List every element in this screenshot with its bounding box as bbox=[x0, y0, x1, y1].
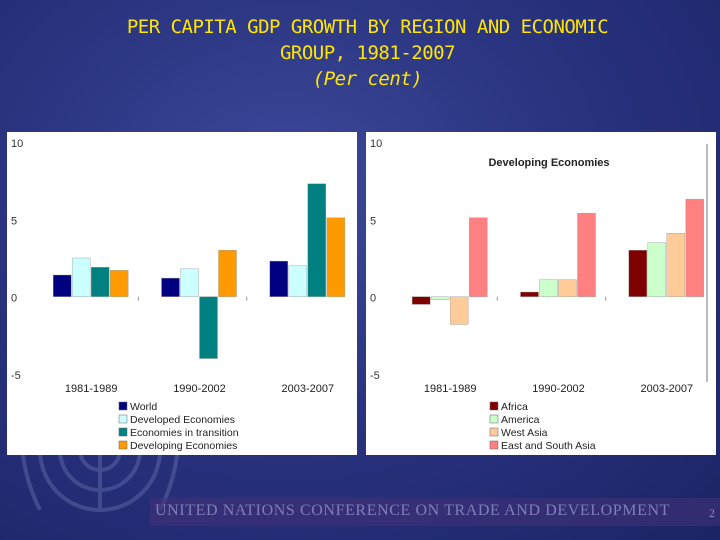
bar-west-asia-0 bbox=[449, 296, 469, 325]
legend-swatch bbox=[118, 414, 128, 424]
legend-swatch bbox=[118, 440, 128, 450]
bar-world-0 bbox=[52, 274, 72, 297]
bar-west-asia-1 bbox=[558, 279, 577, 297]
footer-text: UNITED NATIONS CONFERENCE ON TRADE AND D… bbox=[155, 502, 671, 519]
chart-panel-world: 10 5 0 -5 1981-1989 1990-2002 2003-2007 World De… bbox=[7, 132, 357, 455]
chart-panel-developing: 10 5 0 -5 Developing Economies 1981-1989 1990-… bbox=[366, 132, 716, 455]
footer-band bbox=[150, 498, 720, 526]
bar-east-and-south-asia-1 bbox=[577, 212, 596, 297]
legend-label: World bbox=[130, 401, 157, 413]
bar-africa-2 bbox=[628, 250, 648, 297]
bar-east-and-south-asia-0 bbox=[468, 217, 488, 297]
title-line-1: PER CAPITA GDP GROWTH BY REGION AND ECON… bbox=[126, 16, 609, 38]
x-tick-label: 1990-2002 bbox=[173, 383, 226, 395]
y-tick-label: 5 bbox=[11, 215, 17, 227]
bar-america-0 bbox=[430, 296, 450, 300]
x-tick-label: 2003-2007 bbox=[282, 383, 335, 395]
bar-economies-in-transition-1 bbox=[199, 296, 218, 359]
bar-africa-1 bbox=[520, 291, 539, 297]
page-number: 2 bbox=[709, 506, 715, 520]
bar-economies-in-transition-2 bbox=[307, 183, 327, 297]
bar-america-2 bbox=[647, 242, 667, 297]
x-tick-label: 1981-1989 bbox=[65, 383, 118, 395]
bar-developing-economies-0 bbox=[109, 270, 129, 297]
title-line-3: (Per cent) bbox=[312, 68, 423, 90]
page-title: PER CAPITA GDP GROWTH BY REGION AND ECON… bbox=[0, 14, 720, 92]
bar-africa-0 bbox=[411, 296, 431, 305]
bar-developing-economies-1 bbox=[218, 250, 237, 297]
bar-world-1 bbox=[161, 277, 180, 297]
legend-swatch bbox=[489, 440, 499, 450]
bar-developed-economies-0 bbox=[71, 257, 91, 297]
legend-label: America bbox=[501, 414, 540, 426]
bar-developed-economies-2 bbox=[288, 265, 308, 297]
legend-label: West Asia bbox=[501, 427, 548, 439]
x-tick-label: 2003-2007 bbox=[641, 383, 694, 395]
legend-swatch bbox=[118, 427, 128, 437]
y-tick-label: 5 bbox=[370, 215, 376, 227]
legend-label: East and South Asia bbox=[501, 440, 596, 452]
bar-west-asia-2 bbox=[666, 233, 686, 297]
legend-swatch bbox=[489, 401, 499, 411]
legend-label: Developing Economies bbox=[130, 440, 237, 452]
y-tick-label: 0 bbox=[11, 293, 17, 305]
legend-swatch bbox=[489, 414, 499, 424]
title-line-2: GROUP, 1981-2007 bbox=[279, 42, 456, 64]
y-tick-label: 0 bbox=[370, 293, 376, 305]
legend-label: Africa bbox=[501, 401, 528, 413]
y-tick-label: 10 bbox=[370, 138, 382, 150]
y-tick-label: -5 bbox=[11, 370, 21, 382]
legend-swatch bbox=[118, 401, 128, 411]
legend-label: Developed Economies bbox=[130, 414, 235, 426]
bar-developed-economies-1 bbox=[180, 268, 199, 297]
chart-developing-regions: 10 5 0 -5 Developing Economies 1981-1989 1990-… bbox=[370, 138, 708, 452]
y-tick-label: 10 bbox=[11, 138, 23, 150]
x-tick-label: 1990-2002 bbox=[532, 383, 585, 395]
chart-title: Developing Economies bbox=[488, 157, 609, 169]
x-tick-label: 1981-1989 bbox=[424, 383, 477, 395]
bar-east-and-south-asia-2 bbox=[685, 199, 705, 297]
bar-america-1 bbox=[539, 279, 558, 297]
legend-swatch bbox=[489, 427, 499, 437]
legend-label: Economies in transition bbox=[130, 427, 239, 439]
bar-world-2 bbox=[269, 260, 289, 297]
bar-economies-in-transition-0 bbox=[90, 267, 110, 297]
y-tick-label: -5 bbox=[370, 370, 380, 382]
bar-developing-economies-2 bbox=[326, 217, 346, 297]
